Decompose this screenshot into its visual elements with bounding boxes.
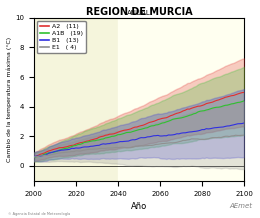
Text: AEmet: AEmet xyxy=(229,203,252,209)
Legend: A2   (11), A1B   (19), B1   (13), E1   ( 4): A2 (11), A1B (19), B1 (13), E1 ( 4) xyxy=(37,21,86,53)
Bar xyxy=(118,18,244,181)
X-axis label: Año: Año xyxy=(131,202,147,211)
Text: ANUAL: ANUAL xyxy=(127,10,151,16)
Text: © Agencia Estatal de Meteorología: © Agencia Estatal de Meteorología xyxy=(8,212,70,216)
Title: REGION DE MURCIA: REGION DE MURCIA xyxy=(86,7,192,17)
Y-axis label: Cambio de la temperatura máxima (°C): Cambio de la temperatura máxima (°C) xyxy=(7,37,12,162)
